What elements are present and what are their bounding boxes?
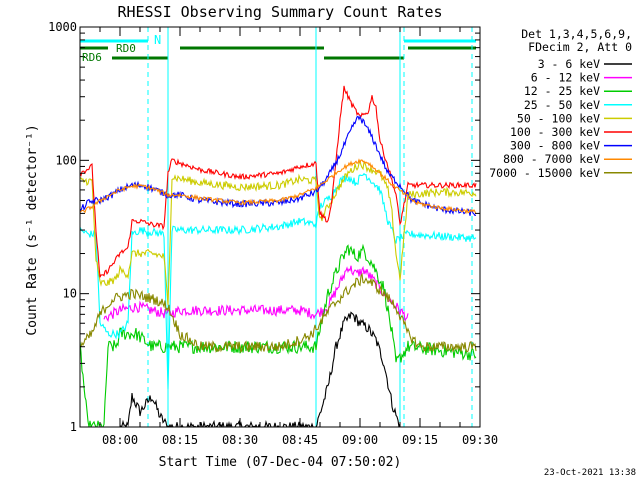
x-tick-label-1: 08:15 [162, 433, 198, 447]
y-tick-label-0: 1 [70, 420, 77, 434]
legend-label-0: 3 - 6 keV [538, 57, 600, 71]
timestamp: 23-Oct-2021 13:38 [544, 468, 636, 478]
series-line-0 [119, 311, 401, 427]
x-tick-label-6: 09:30 [462, 433, 498, 447]
x-tick-label-2: 08:30 [222, 433, 258, 447]
legend-label-3: 25 - 50 keV [524, 98, 600, 112]
series-line-7 [80, 158, 477, 215]
y-tick-label-2: 100 [55, 153, 77, 167]
flag-label-rd0: RD0 [116, 42, 136, 55]
flag-label-rd6: RD6 [82, 51, 102, 64]
y-tick-label-1: 10 [63, 287, 77, 301]
y-axis-label: Count Rate (s⁻¹ detector⁻¹) [25, 124, 40, 335]
axes: 1 10 100 1000 08:00 08:15 08:30 08:45 09:00 09:15… [48, 20, 498, 447]
flags-layer [80, 39, 476, 60]
series-line-8 [80, 272, 477, 354]
plot-area [80, 27, 477, 427]
plot-clip-group [80, 27, 477, 427]
series-line-4 [80, 160, 477, 305]
legend-label-6: 300 - 800 keV [510, 139, 600, 153]
x-tick-label-4: 09:00 [342, 433, 378, 447]
x-tick-label-5: 09:15 [402, 433, 438, 447]
legend-label-8: 7000 - 15000 keV [489, 166, 600, 180]
legend-label-2: 12 - 25 keV [524, 84, 600, 98]
legend-label-1: 6 - 12 keV [531, 71, 600, 85]
legend-header-2: FDecim 2, Att 0 [528, 40, 632, 54]
series-line-5 [80, 85, 477, 278]
legend-label-4: 50 - 100 keV [517, 111, 600, 125]
x-tick-label-0: 08:00 [102, 433, 138, 447]
legend-label-5: 100 - 300 keV [510, 125, 600, 139]
flag-label-n: N [154, 33, 161, 47]
legend-label-7: 800 - 7000 keV [503, 152, 600, 166]
y-tick-label-3: 1000 [48, 20, 77, 34]
series-line-3 [80, 172, 477, 390]
series-line-2 [80, 243, 477, 427]
series-line-1 [103, 265, 409, 323]
x-axis-label: Start Time (07-Dec-04 07:50:02) [159, 455, 402, 470]
x-tick-label-3: 08:45 [282, 433, 318, 447]
chart-title: RHESSI Observing Summary Count Rates [117, 3, 442, 21]
legend-header-1: Det 1,3,4,5,6,9, [521, 27, 632, 41]
